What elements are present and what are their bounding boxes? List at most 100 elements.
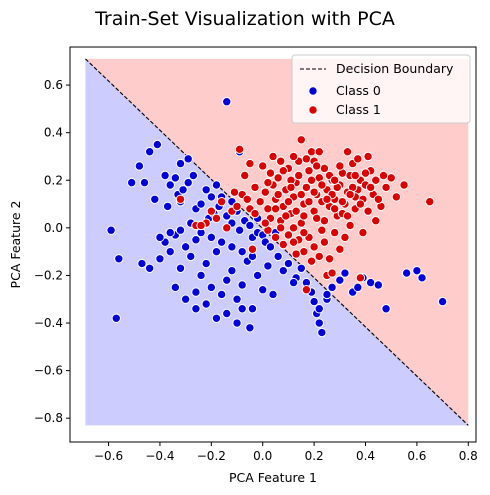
class-1-point <box>242 194 253 204</box>
class-0-point <box>175 158 186 169</box>
class-0-point <box>327 282 337 293</box>
class-1-point <box>273 173 283 183</box>
x-axis-ticks: −0.6 −0.4 −0.2 0.0 0.2 0.4 0.6 0.8 <box>94 442 478 463</box>
class-1-point <box>425 196 435 207</box>
decision-boundary-group <box>85 58 469 426</box>
class-0-point <box>288 277 299 288</box>
class-0-point <box>170 282 181 293</box>
class-1-point <box>381 182 391 193</box>
class-0-point <box>412 265 422 276</box>
class-1-point <box>386 173 396 183</box>
class-1-point <box>211 213 222 224</box>
class-1-point <box>335 161 345 171</box>
class-0-point <box>206 232 217 243</box>
class-1-point <box>291 249 301 259</box>
class-0-point <box>111 313 121 323</box>
class-1-point <box>363 151 373 162</box>
class-1-point <box>314 146 324 157</box>
class-0-point <box>175 263 186 273</box>
class-0-point <box>314 318 324 328</box>
class-1-point <box>234 144 245 155</box>
class-1-point <box>263 204 273 214</box>
class-1-point <box>296 135 306 145</box>
class-0-point <box>137 258 147 269</box>
class-1-point <box>373 194 384 204</box>
class-0-point <box>178 185 188 195</box>
class-0-point <box>278 265 288 276</box>
class-1-point <box>329 175 340 185</box>
class-0-point <box>196 199 206 209</box>
class-0-point <box>150 194 160 204</box>
class-1-point <box>270 204 281 214</box>
class-1-point <box>329 204 340 214</box>
class-1-point <box>314 251 324 262</box>
class-1-point <box>268 151 278 162</box>
x-tick-label: 0.2 <box>305 449 324 463</box>
class-1-point <box>311 213 322 224</box>
class-0-point <box>245 220 255 231</box>
class-1-point <box>358 227 368 238</box>
class-0-point <box>191 287 201 297</box>
class-1-point <box>222 223 232 233</box>
class-0-point <box>268 289 278 300</box>
class-0-point <box>152 139 163 150</box>
class-1-point <box>319 216 330 226</box>
y-tick-label: 0.4 <box>44 126 63 140</box>
class-1-point <box>263 177 273 188</box>
y-tick-label: 0.6 <box>44 78 63 92</box>
class-0-point <box>314 304 324 314</box>
class-0-point <box>417 273 427 283</box>
class-1-point <box>286 182 296 193</box>
class-1-point <box>283 196 294 207</box>
class-0-point <box>183 177 193 188</box>
class-1-point <box>296 189 306 200</box>
class-0-point <box>183 154 193 164</box>
class-0-point <box>222 308 232 319</box>
class-1-point <box>232 201 242 212</box>
decision-boundary-line <box>85 58 469 426</box>
class-0-point <box>114 254 124 264</box>
class-0-point <box>283 258 294 269</box>
y-axis-ticks: −0.8 −0.6 −0.4 −0.2 0.0 0.2 0.4 0.6 <box>34 78 70 425</box>
class-1-point <box>260 187 270 197</box>
class-1-point <box>273 189 283 200</box>
class-0-point <box>144 146 155 157</box>
class-1-point <box>299 211 309 221</box>
class-1-point <box>353 154 363 164</box>
class-1-point <box>288 151 299 162</box>
class-1-point <box>265 168 276 178</box>
class-0-point <box>201 258 211 269</box>
class-1-point <box>229 187 240 197</box>
class-0-point <box>162 201 173 212</box>
legend-class-1-label: Class 1 <box>336 102 381 117</box>
class-1-point <box>340 232 350 243</box>
class-0-point <box>170 173 181 183</box>
class-1-point <box>322 194 332 204</box>
y-tick-label: 0.2 <box>44 173 63 187</box>
class-1-point <box>311 161 322 171</box>
class-0-point <box>175 225 186 235</box>
legend-box <box>291 54 471 124</box>
class-0-point <box>134 161 145 171</box>
class-1-point <box>329 227 340 238</box>
x-tick-label: −0.6 <box>94 449 123 463</box>
class-1-point <box>304 196 314 207</box>
class-1-point <box>335 244 345 254</box>
class-0-point <box>258 285 268 295</box>
class-0-point <box>237 246 247 257</box>
class-0-point <box>222 97 232 107</box>
class-0-point <box>373 280 384 290</box>
class-1-point <box>371 175 381 185</box>
class-0-point <box>353 282 363 293</box>
class-1-point <box>206 206 217 216</box>
x-tick-label: 0.4 <box>356 449 375 463</box>
class-1-point <box>317 225 327 235</box>
class-0-point <box>322 289 332 300</box>
class-0-point <box>227 265 237 276</box>
class-0-point <box>365 277 376 288</box>
class-0-point <box>252 270 263 281</box>
y-tick-label: 0.0 <box>44 221 63 235</box>
legend-boundary-label: Decision Boundary <box>336 61 454 76</box>
class-1-point <box>293 170 304 181</box>
class-1-point <box>276 223 286 233</box>
